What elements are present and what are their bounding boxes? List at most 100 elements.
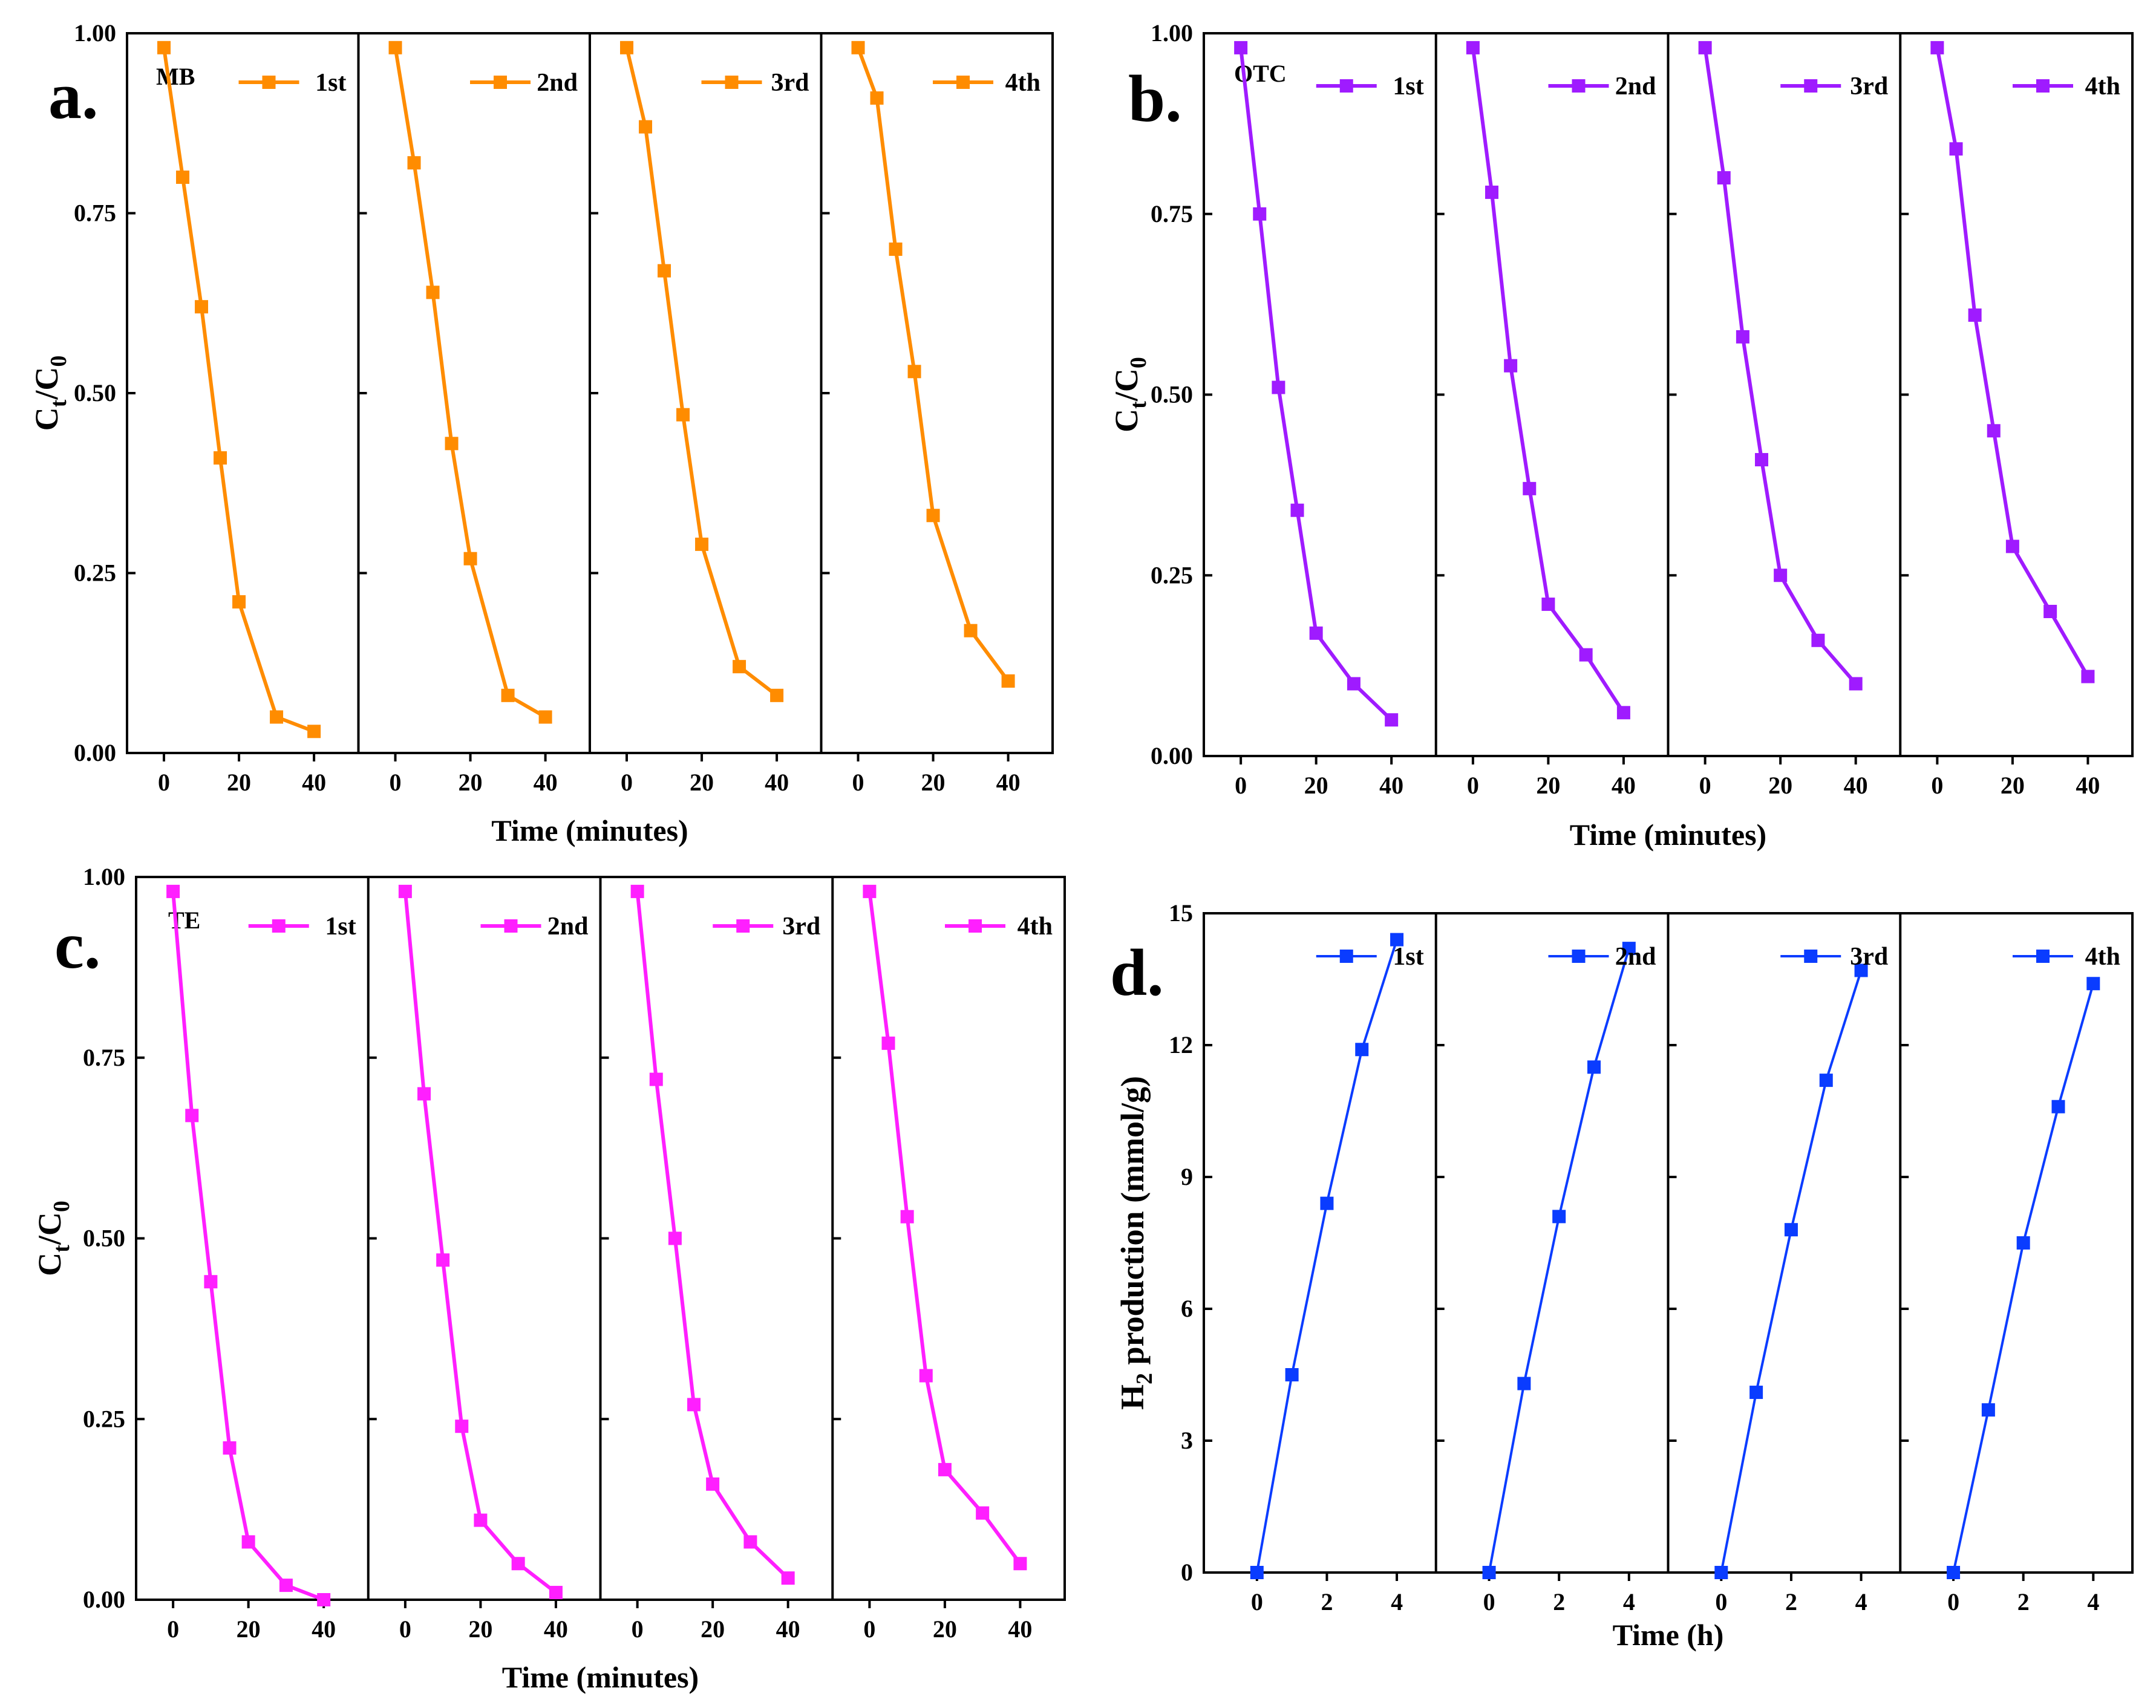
data-point xyxy=(1622,942,1636,956)
data-point xyxy=(204,1275,218,1289)
data-point xyxy=(1930,41,1944,54)
legend-marker xyxy=(1572,79,1586,93)
data-point xyxy=(185,1109,199,1123)
legend-marker xyxy=(2036,79,2050,93)
legend-label: 1st xyxy=(1393,943,1423,971)
x-tick-label: 4 xyxy=(1623,1588,1635,1615)
series-line-4th xyxy=(867,891,1022,1565)
x-tick-label: 40 xyxy=(312,1615,336,1643)
data-point xyxy=(1290,503,1304,517)
data-point xyxy=(176,171,190,184)
data-point xyxy=(1482,1566,1496,1579)
x-tick-label: 4 xyxy=(1391,1588,1403,1615)
y-tick-label: 12 xyxy=(1169,1031,1193,1058)
series-line-2nd xyxy=(1471,47,1625,714)
data-point xyxy=(926,509,940,523)
legend-label: 2nd xyxy=(1615,943,1656,971)
legend-label: 1st xyxy=(325,913,356,940)
x-tick-label: 40 xyxy=(544,1615,568,1643)
legend-marker xyxy=(725,76,739,89)
data-point xyxy=(1811,633,1825,647)
data-point xyxy=(1616,706,1630,720)
data-point xyxy=(1587,1060,1601,1074)
series-line-1st xyxy=(1239,47,1393,722)
legend-marker xyxy=(262,76,276,89)
x-tick-label: 2 xyxy=(1785,1588,1797,1615)
data-point xyxy=(1968,308,1982,322)
legend-label: 4th xyxy=(2085,73,2120,100)
data-point xyxy=(474,1513,488,1527)
data-point xyxy=(733,660,746,674)
y-tick-label: 0.50 xyxy=(1151,381,1193,408)
x-tick-label: 0 xyxy=(1699,772,1711,799)
data-point xyxy=(964,624,978,637)
data-point xyxy=(919,1369,933,1383)
x-tick-label: 20 xyxy=(2001,772,2025,799)
legend-marker xyxy=(1804,950,1818,963)
x-tick-label: 0 xyxy=(1251,1588,1263,1615)
data-point xyxy=(417,1087,431,1101)
x-tick-label: 0 xyxy=(158,769,170,796)
data-point xyxy=(870,91,884,105)
y-tick-label: 0.50 xyxy=(83,1225,125,1252)
legend-label: 3rd xyxy=(771,69,809,97)
x-tick-label: 20 xyxy=(237,1615,261,1643)
data-point xyxy=(630,884,644,898)
legend-label: 2nd xyxy=(537,69,578,97)
data-point xyxy=(1949,142,1963,156)
y-axis-label: Ct/C0 xyxy=(31,1201,74,1276)
data-point xyxy=(436,1253,450,1267)
data-point xyxy=(2016,1236,2030,1250)
data-point xyxy=(1523,481,1537,495)
panel-b: b. 0.00 0.25 0.50 0.75 1.00 Ct/C0 Time (minutes… xyxy=(1108,19,2134,852)
legend-label: 3rd xyxy=(1850,73,1888,100)
y-tick-label: 0.25 xyxy=(1151,561,1193,588)
data-point xyxy=(620,41,634,54)
x-tick-label: 2 xyxy=(1553,1588,1565,1615)
x-tick-label: 0 xyxy=(390,769,402,796)
data-point xyxy=(1755,453,1769,467)
x-axis-label: Time (minutes) xyxy=(502,1660,699,1694)
series-line-1st xyxy=(1255,939,1399,1573)
x-tick-label: 40 xyxy=(1844,772,1868,799)
data-point xyxy=(1485,185,1499,199)
data-point xyxy=(1698,41,1712,54)
y-axis-label: H2 production (mmol/g) xyxy=(1114,1076,1157,1410)
x-tick-label: 0 xyxy=(621,769,633,796)
series-line-3rd xyxy=(635,891,789,1580)
data-point xyxy=(214,451,227,465)
data-point xyxy=(706,1477,720,1491)
x-tick-label: 2 xyxy=(1321,1588,1333,1615)
data-point xyxy=(511,1557,525,1571)
y-axis-label: Ct/C0 xyxy=(1108,357,1151,432)
legend-marker xyxy=(956,76,970,89)
series-line-1st xyxy=(171,891,325,1602)
panel-a: a. 0.00 0.25 0.50 0.75 1.00 Ct/C0 Time (minutes… xyxy=(28,19,1054,847)
series-line-3rd xyxy=(1720,970,1863,1573)
x-tick-label: 20 xyxy=(1768,772,1792,799)
data-point xyxy=(976,1506,990,1520)
legend-label: 4th xyxy=(2085,943,2120,971)
data-point xyxy=(1001,674,1015,688)
legend-label: 1st xyxy=(1393,73,1423,100)
data-point xyxy=(1579,648,1593,662)
x-axis-label: Time (h) xyxy=(1613,1618,1724,1652)
data-point xyxy=(900,1210,914,1224)
data-point xyxy=(1320,1196,1334,1210)
data-point xyxy=(2005,539,2019,553)
x-tick-label: 40 xyxy=(2076,772,2100,799)
legend-marker xyxy=(1572,950,1586,963)
data-point xyxy=(1784,1223,1798,1237)
data-point xyxy=(166,884,180,898)
legend-marker xyxy=(504,919,518,933)
x-tick-label: 20 xyxy=(690,769,714,796)
x-tick-label: 20 xyxy=(1536,772,1560,799)
data-point xyxy=(781,1571,795,1585)
x-tick-label: 40 xyxy=(996,769,1021,796)
legend-label: 2nd xyxy=(1615,73,1656,100)
data-point xyxy=(1854,963,1868,977)
data-point xyxy=(2051,1100,2065,1113)
series-line-2nd xyxy=(393,47,547,719)
data-point xyxy=(1947,1566,1961,1579)
